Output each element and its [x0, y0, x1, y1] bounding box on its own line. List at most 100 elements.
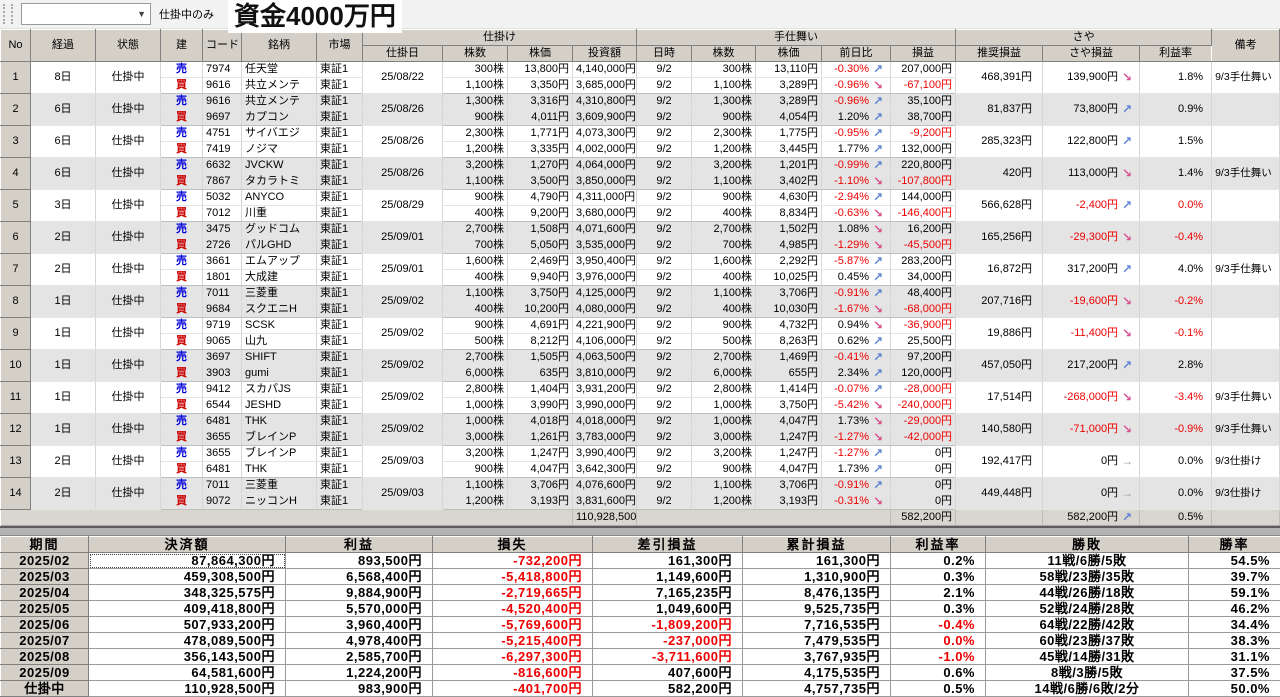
cumulative-pnl-cell[interactable]: 9,525,735円 — [743, 601, 891, 617]
pnl-cell[interactable]: -45,500円 — [891, 238, 956, 254]
name-cell[interactable]: スカパJS — [242, 382, 317, 398]
profit-rate-cell[interactable]: 1.8% — [1140, 62, 1212, 94]
note-cell[interactable] — [1212, 126, 1280, 158]
side-sell-cell[interactable]: 売 — [161, 62, 203, 78]
exit-shares-cell[interactable]: 2,700株 — [692, 350, 756, 366]
prev-ratio-cell[interactable]: -1.10%↘ — [822, 174, 891, 190]
market-cell[interactable]: 東証1 — [317, 222, 363, 238]
cumulative-pnl-cell[interactable]: 7,716,535円 — [743, 617, 891, 633]
net-pnl-cell[interactable]: 582,200円 — [593, 681, 743, 697]
elapsed-cell[interactable]: 1日 — [31, 414, 96, 446]
market-cell[interactable]: 東証1 — [317, 494, 363, 510]
settled-amount-cell[interactable]: 64,581,600円 — [89, 665, 286, 681]
cumulative-pnl-cell[interactable]: 1,310,900円 — [743, 569, 891, 585]
market-cell[interactable]: 東証1 — [317, 78, 363, 94]
invest-cell[interactable]: 3,831,600円 — [573, 494, 637, 510]
profit-rate-cell[interactable]: 2.1% — [891, 585, 986, 601]
exit-date-cell[interactable]: 9/2 — [637, 302, 692, 318]
suggested-pnl-cell[interactable]: 19,886円 — [956, 318, 1043, 350]
code-cell[interactable]: 6632 — [203, 158, 242, 174]
pnl-cell[interactable]: -146,400円 — [891, 206, 956, 222]
side-buy-cell[interactable]: 買 — [161, 238, 203, 254]
exit-shares-cell[interactable]: 700株 — [692, 238, 756, 254]
name-cell[interactable]: JVCKW — [242, 158, 317, 174]
exit-price-cell[interactable]: 10,025円 — [756, 270, 822, 286]
price-cell[interactable]: 4,691円 — [508, 318, 573, 334]
suggested-pnl-cell[interactable]: 165,256円 — [956, 222, 1043, 254]
shares-cell[interactable]: 900株 — [443, 190, 508, 206]
net-pnl-cell[interactable]: 1,149,600円 — [593, 569, 743, 585]
market-cell[interactable]: 東証1 — [317, 446, 363, 462]
profit-cell[interactable]: 983,900円 — [286, 681, 433, 697]
exit-date-cell[interactable]: 9/2 — [637, 94, 692, 110]
profit-cell[interactable]: 893,500円 — [286, 553, 433, 569]
exit-date-cell[interactable]: 9/2 — [637, 494, 692, 510]
market-cell[interactable]: 東証1 — [317, 126, 363, 142]
prev-ratio-cell[interactable]: -1.29%↘ — [822, 238, 891, 254]
period-cell[interactable]: 2025/06 — [1, 617, 89, 633]
shares-cell[interactable]: 1,200株 — [443, 142, 508, 158]
name-cell[interactable]: ノジマ — [242, 142, 317, 158]
market-cell[interactable]: 東証1 — [317, 334, 363, 350]
name-cell[interactable]: 任天堂 — [242, 62, 317, 78]
side-buy-cell[interactable]: 買 — [161, 366, 203, 382]
invest-cell[interactable]: 4,310,800円 — [573, 94, 637, 110]
exit-shares-cell[interactable]: 1,100株 — [692, 286, 756, 302]
prev-ratio-cell[interactable]: -0.96%↗ — [822, 94, 891, 110]
market-cell[interactable]: 東証1 — [317, 302, 363, 318]
shares-cell[interactable]: 2,300株 — [443, 126, 508, 142]
pnl-cell[interactable]: 120,000円 — [891, 366, 956, 382]
exit-shares-cell[interactable]: 2,700株 — [692, 222, 756, 238]
status-cell[interactable]: 仕掛中 — [96, 318, 161, 350]
exit-shares-cell[interactable]: 6,000株 — [692, 366, 756, 382]
invest-cell[interactable]: 4,076,600円 — [573, 478, 637, 494]
side-sell-cell[interactable]: 売 — [161, 94, 203, 110]
price-cell[interactable]: 1,771円 — [508, 126, 573, 142]
row-number[interactable]: 8 — [1, 286, 31, 318]
exit-price-cell[interactable]: 3,289円 — [756, 78, 822, 94]
entry-date-cell[interactable]: 25/08/29 — [363, 190, 443, 222]
suggested-pnl-cell[interactable]: 81,837円 — [956, 94, 1043, 126]
shares-cell[interactable]: 1,000株 — [443, 414, 508, 430]
prev-ratio-cell[interactable]: -0.99%↗ — [822, 158, 891, 174]
saya-pnl-cell[interactable]: -2,400円↗ — [1043, 190, 1140, 222]
exit-price-cell[interactable]: 1,201円 — [756, 158, 822, 174]
name-cell[interactable]: THK — [242, 462, 317, 478]
invest-cell[interactable]: 4,140,000円 — [573, 62, 637, 78]
settled-amount-cell[interactable]: 348,325,575円 — [89, 585, 286, 601]
exit-shares-cell[interactable]: 500株 — [692, 334, 756, 350]
code-cell[interactable]: 6544 — [203, 398, 242, 414]
saya-pnl-cell[interactable]: 317,200円↗ — [1043, 254, 1140, 286]
name-cell[interactable]: JESHD — [242, 398, 317, 414]
profit-rate-cell[interactable]: 4.0% — [1140, 254, 1212, 286]
profit-rate-cell[interactable]: 0.3% — [891, 601, 986, 617]
saya-pnl-cell[interactable]: 122,800円↗ — [1043, 126, 1140, 158]
price-cell[interactable]: 1,404円 — [508, 382, 573, 398]
row-number[interactable]: 2 — [1, 94, 31, 126]
exit-shares-cell[interactable]: 1,200株 — [692, 142, 756, 158]
settled-amount-cell[interactable]: 507,933,200円 — [89, 617, 286, 633]
status-cell[interactable]: 仕掛中 — [96, 158, 161, 190]
elapsed-cell[interactable]: 2日 — [31, 478, 96, 510]
profit-cell[interactable]: 3,960,400円 — [286, 617, 433, 633]
profit-cell[interactable]: 6,568,400円 — [286, 569, 433, 585]
entry-date-cell[interactable]: 25/08/26 — [363, 158, 443, 190]
name-cell[interactable]: 大成建 — [242, 270, 317, 286]
invest-cell[interactable]: 4,063,500円 — [573, 350, 637, 366]
invest-cell[interactable]: 4,125,000円 — [573, 286, 637, 302]
exit-shares-cell[interactable]: 3,000株 — [692, 430, 756, 446]
saya-pnl-cell[interactable]: -268,000円↘ — [1043, 382, 1140, 414]
row-number[interactable]: 4 — [1, 158, 31, 190]
loss-cell[interactable]: -401,700円 — [433, 681, 593, 697]
side-sell-cell[interactable]: 売 — [161, 446, 203, 462]
loss-cell[interactable]: -2,719,665円 — [433, 585, 593, 601]
cumulative-pnl-cell[interactable]: 4,757,735円 — [743, 681, 891, 697]
elapsed-cell[interactable]: 6日 — [31, 158, 96, 190]
entry-date-cell[interactable]: 25/09/03 — [363, 446, 443, 478]
elapsed-cell[interactable]: 1日 — [31, 318, 96, 350]
pnl-cell[interactable]: 220,800円 — [891, 158, 956, 174]
exit-price-cell[interactable]: 4,047円 — [756, 462, 822, 478]
suggested-pnl-cell[interactable]: 566,628円 — [956, 190, 1043, 222]
note-cell[interactable]: 9/3手仕舞い — [1212, 254, 1280, 286]
market-cell[interactable]: 東証1 — [317, 270, 363, 286]
